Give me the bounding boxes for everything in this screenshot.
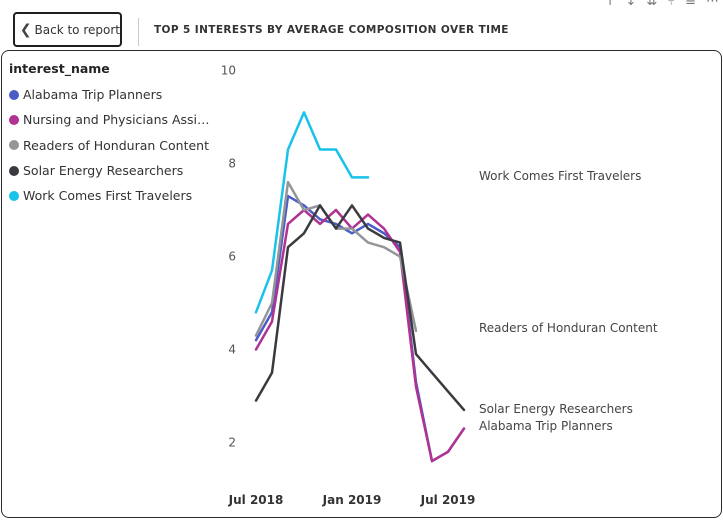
- legend-item[interactable]: Nursing and Physicians Assista...: [9, 107, 213, 132]
- legend: interest_name Alabama Trip Planners Nursi…: [9, 61, 213, 208]
- fork-icon[interactable]: ⑂: [667, 0, 676, 9]
- legend-marker-icon: [9, 140, 19, 151]
- series-end-label: Solar Energy Researchers: [479, 402, 633, 416]
- y-tick-label: 10: [221, 64, 236, 78]
- series-end-label: Readers of Honduran Content: [479, 321, 658, 335]
- back-to-report-button[interactable]: ❮ Back to report: [13, 12, 122, 47]
- arrow-up-icon[interactable]: ↑: [604, 0, 616, 9]
- header-divider: [138, 18, 139, 46]
- legend-item[interactable]: Solar Energy Researchers: [9, 158, 213, 183]
- series-line-4: [254, 111, 370, 314]
- visual-toolbar: ↑ ↓ ⇊ ⑂ ≡ ⋯: [605, 0, 719, 9]
- back-button-label: Back to report: [34, 22, 120, 37]
- arrow-down-icon[interactable]: ↓: [625, 0, 637, 9]
- series-line-1: [254, 208, 466, 463]
- legend-marker-icon: [9, 114, 19, 125]
- legend-marker-icon: [9, 190, 19, 201]
- visual-title: TOP 5 INTERESTS BY AVERAGE COMPOSITION O…: [154, 24, 509, 36]
- x-tick-label: Jul 2019: [420, 493, 476, 507]
- double-arrow-down-icon[interactable]: ⇊: [646, 0, 658, 9]
- x-tick-label: Jan 2019: [322, 493, 382, 507]
- chevron-left-icon: ❮: [19, 21, 32, 38]
- series-end-label: Alabama Trip Planners: [479, 419, 613, 433]
- legend-marker-icon: [9, 89, 19, 100]
- y-tick-label: 2: [228, 436, 236, 450]
- legend-item[interactable]: Readers of Honduran Content: [9, 133, 213, 158]
- x-tick-label: Jul 2018: [228, 493, 284, 507]
- y-tick-label: 4: [228, 343, 236, 357]
- legend-marker-icon: [9, 165, 19, 176]
- y-tick-label: 6: [228, 250, 236, 264]
- series-end-label: Work Comes First Travelers: [479, 169, 641, 183]
- series-line-3: [254, 204, 466, 412]
- y-tick-label: 8: [228, 157, 236, 171]
- legend-item[interactable]: Alabama Trip Planners: [9, 82, 213, 107]
- filter-icon[interactable]: ≡: [685, 0, 696, 9]
- legend-item[interactable]: Work Comes First Travelers: [9, 183, 213, 208]
- visual-card: [1, 50, 722, 518]
- more-options-icon[interactable]: ⋯: [706, 0, 719, 9]
- legend-title: interest_name: [9, 61, 110, 76]
